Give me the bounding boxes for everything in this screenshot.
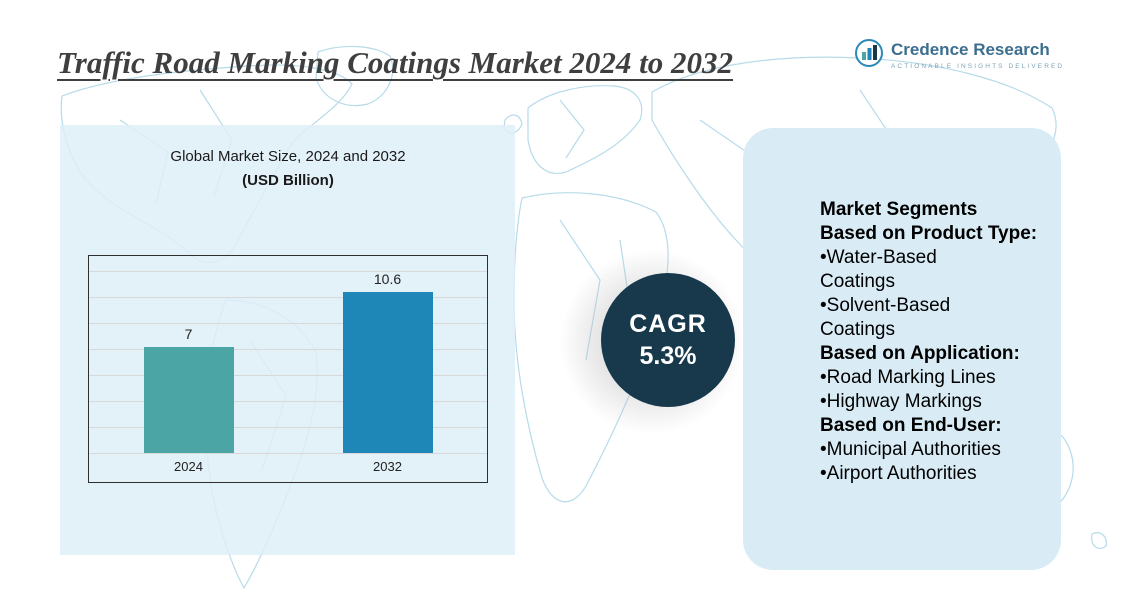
category-label: 2024	[174, 459, 203, 474]
bar-plot: 7 10.6	[89, 256, 487, 453]
segment-bullet: •Highway Markings	[820, 391, 982, 412]
cagr-circle: CAGR 5.3%	[601, 273, 735, 407]
cagr-value: 5.3%	[639, 341, 697, 370]
bar-value-label: 10.6	[373, 271, 402, 288]
market-segments-panel	[743, 128, 1061, 570]
segment-bullet: •Municipal Authorities	[820, 439, 1001, 460]
bar-chart: 7 10.6 2024 2032	[88, 255, 488, 483]
map-greenland	[315, 45, 394, 107]
map-border-line	[559, 99, 585, 159]
segment-heading: Based on Application:	[820, 343, 1020, 364]
map-europe	[527, 85, 643, 174]
segment-bullet: •Water-Based Coatings	[820, 247, 937, 292]
segment-heading: Based on End-User:	[820, 415, 1002, 436]
category-label: 2032	[373, 459, 402, 474]
segment-bullet: •Airport Authorities	[820, 463, 977, 484]
page-title: Traffic Road Marking Coatings Market 202…	[57, 44, 734, 80]
credence-logo-icon	[855, 39, 883, 67]
bar-2024	[143, 346, 234, 453]
cagr-label: CAGR	[629, 309, 707, 338]
logo-tagline: ACTIONABLE INSIGHTS DELIVERED	[891, 62, 1065, 70]
segment-heading: Market Segments	[820, 199, 978, 220]
segments-list: Market Segments Based on Product Type: •Wa…	[820, 198, 1058, 486]
segment-bullet: •Solvent-Based Coatings	[820, 295, 951, 340]
map-new-zealand	[1091, 532, 1107, 549]
logo-brand-name: Credence Research	[891, 40, 1050, 59]
bar-2032	[342, 292, 433, 453]
chart-subtitle: (USD Billion)	[242, 172, 334, 189]
segment-bullet: •Road Marking Lines	[820, 367, 996, 388]
segment-heading: Based on Product Type:	[820, 223, 1038, 244]
bar-value-label: 7	[184, 325, 193, 342]
credence-research-logo: Credence Research ACTIONABLE INSIGHTS DE…	[854, 38, 1064, 70]
logo-text: Credence Research ACTIONABLE INSIGHTS DE…	[891, 38, 1065, 70]
chart-title: Global Market Size, 2024 and 2032	[170, 148, 406, 165]
